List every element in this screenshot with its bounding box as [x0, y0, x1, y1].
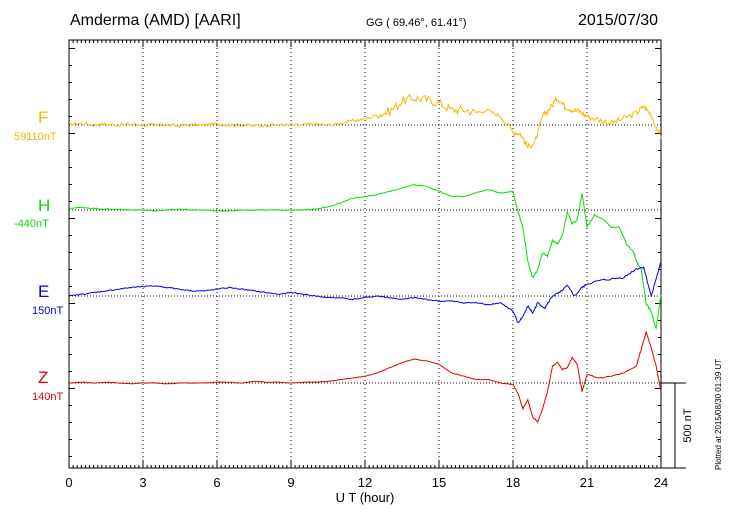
axis-ticks: 0 3 6 9 12 15 18 21 24: [65, 40, 668, 490]
channel-name-z: Z: [38, 368, 49, 387]
x-tick-label: 18: [506, 475, 520, 490]
channel-baseline-f: 59110nT: [14, 131, 57, 143]
channel-baseline-e: 150nT: [32, 305, 64, 317]
geo-coordinates: GG ( 69.46°, 61.41°): [366, 17, 467, 29]
channel-name-e: E: [38, 282, 50, 301]
x-tick-label: 6: [213, 475, 220, 490]
channel-baseline-h: -440nT: [14, 218, 49, 230]
trace-z: [68, 331, 662, 424]
channel-name-h: H: [38, 196, 51, 215]
x-tick-label: 3: [139, 475, 146, 490]
scale-bar: 500 nT: [661, 382, 694, 469]
channel-baseline-z: 140nT: [32, 391, 64, 403]
x-tick-label: 15: [432, 475, 446, 490]
trace-e: [69, 261, 662, 323]
x-tick-label: 24: [654, 475, 668, 490]
channel-name-f: F: [38, 108, 49, 127]
x-tick-label: 9: [287, 475, 294, 490]
x-tick-label: 12: [358, 475, 372, 490]
traces: [68, 93, 662, 424]
x-axis-label: U T (hour): [336, 490, 395, 505]
trace-h: [68, 183, 662, 330]
station-title: Amderma (AMD) [AARI]: [70, 12, 241, 29]
date-title: 2015/07/30: [578, 12, 659, 29]
x-tick-label: 0: [65, 475, 72, 490]
x-tick-label: 21: [580, 475, 594, 490]
scale-bar-label: 500 nT: [682, 408, 694, 443]
grid: [142, 40, 588, 468]
trace-f: [68, 93, 662, 150]
